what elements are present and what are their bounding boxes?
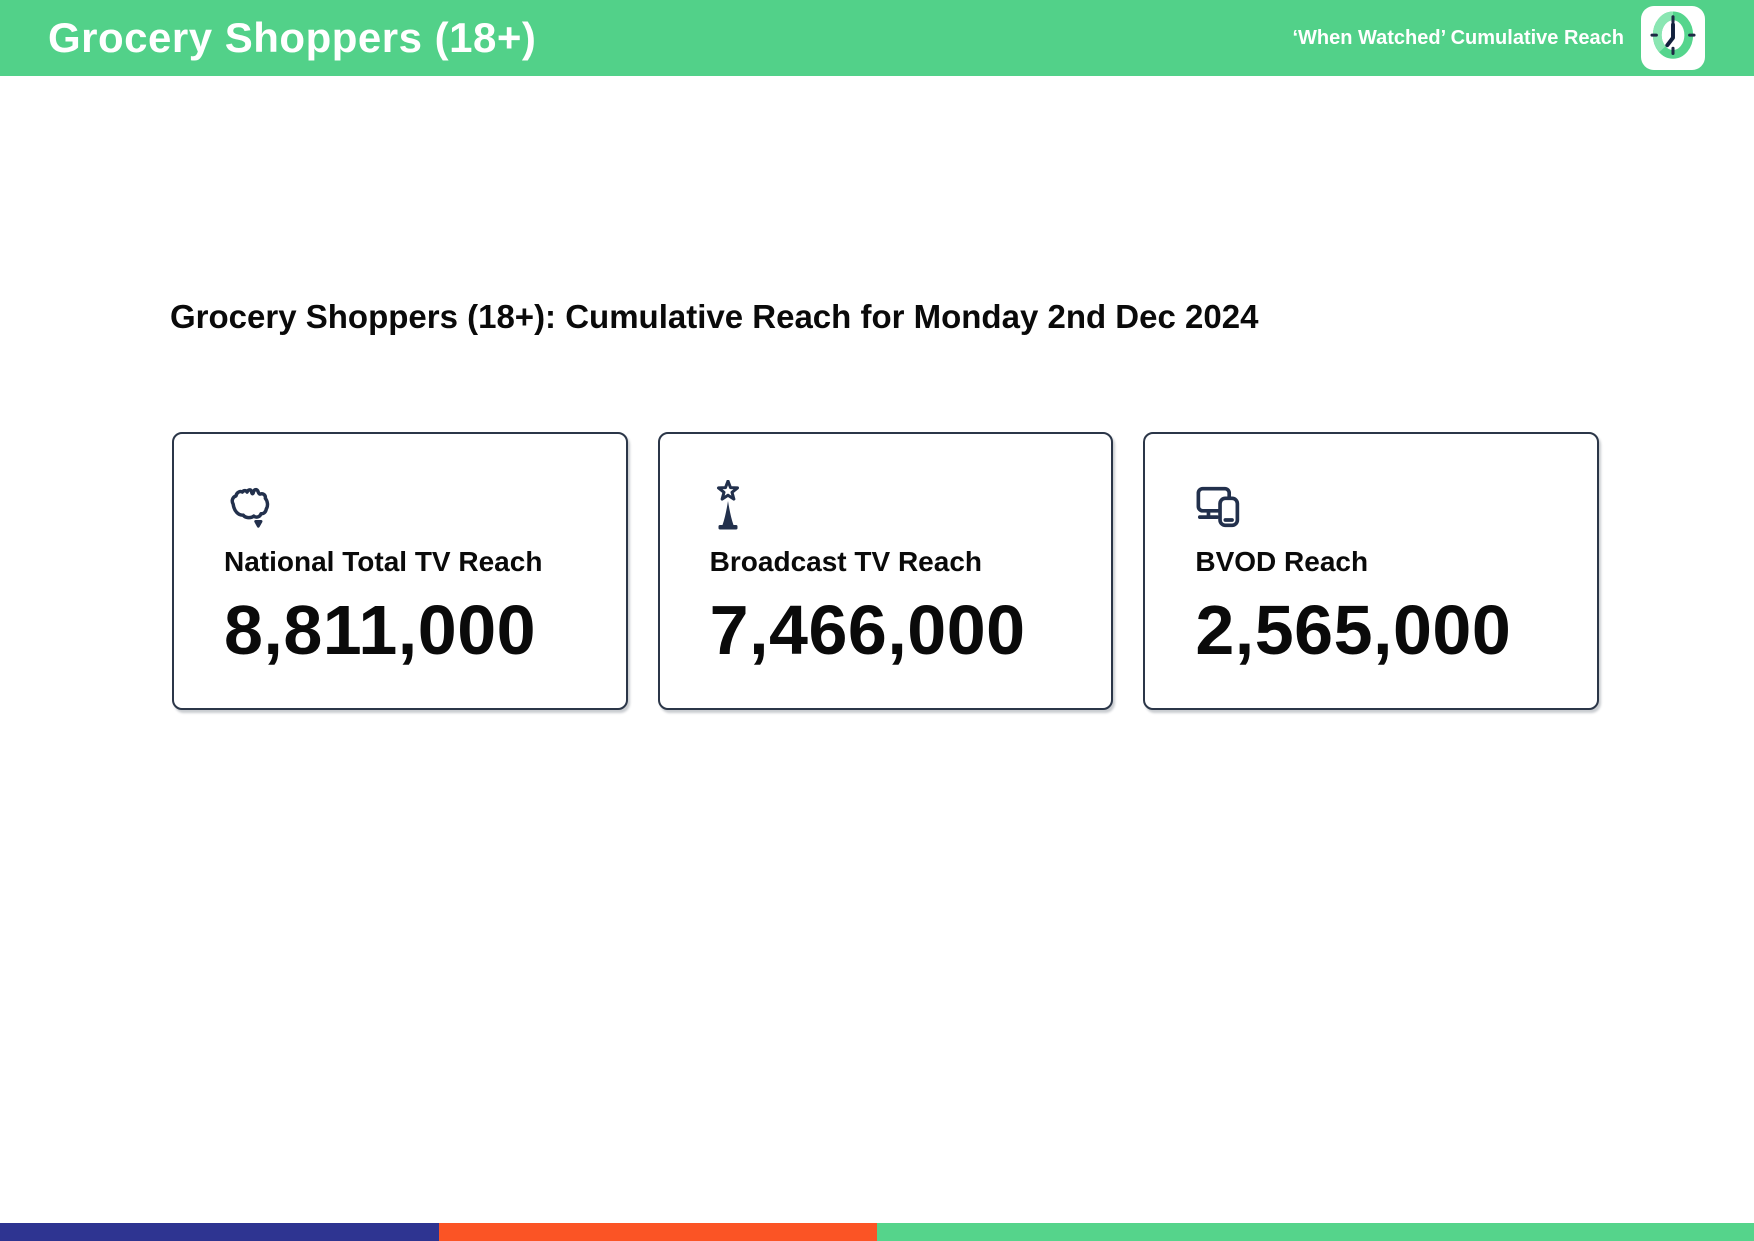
card-value: 2,565,000	[1195, 591, 1512, 669]
devices-icon	[1195, 480, 1577, 536]
australia-map-icon	[224, 480, 606, 536]
page-title: Grocery Shoppers (18+)	[48, 14, 537, 61]
header-right-group: ‘When Watched’ Cumulative Reach	[1292, 6, 1705, 70]
clock-badge	[1641, 6, 1705, 70]
clock-icon	[1645, 8, 1701, 69]
app-header: Grocery Shoppers (18+) ‘When Watched’ Cu…	[0, 0, 1754, 76]
footer-segment-3	[877, 1223, 1754, 1241]
main-content: Grocery Shoppers (18+): Cumulative Reach…	[0, 298, 1754, 710]
footer-segment-2	[438, 1223, 877, 1241]
card-bvod-reach: BVOD Reach 2,565,000	[1143, 432, 1600, 710]
card-broadcast-tv-reach: Broadcast TV Reach 7,466,000	[657, 432, 1114, 710]
card-label: Broadcast TV Reach	[709, 546, 982, 577]
footer-color-bar	[0, 1223, 1754, 1241]
footer-segment-1	[0, 1223, 439, 1241]
broadcast-tower-icon	[710, 480, 1092, 536]
kpi-cards-row: National Total TV Reach 8,811,000 Broadc…	[172, 432, 1600, 710]
card-national-total-tv-reach: National Total TV Reach 8,811,000	[172, 432, 628, 710]
card-value: 7,466,000	[709, 591, 1026, 669]
report-heading: Grocery Shoppers (18+): Cumulative Reach…	[170, 298, 1259, 335]
card-label: BVOD Reach	[1195, 546, 1369, 577]
card-label: National Total TV Reach	[224, 546, 543, 577]
card-value: 8,811,000	[224, 591, 537, 669]
header-subtitle: ‘When Watched’ Cumulative Reach	[1292, 26, 1624, 49]
